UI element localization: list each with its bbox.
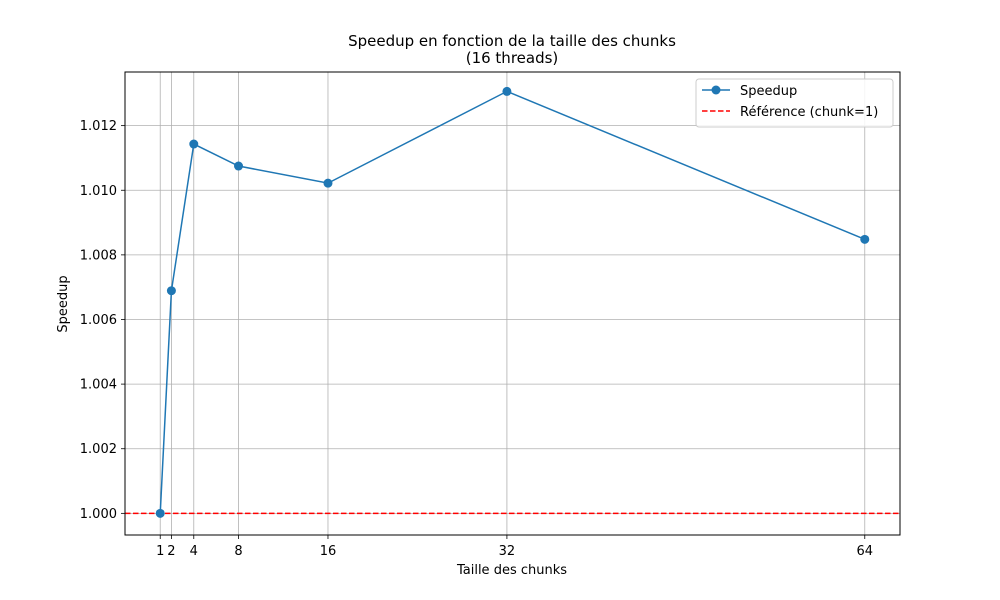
y-tick-label: 1.006 xyxy=(80,313,117,328)
y-tick-label: 1.002 xyxy=(80,442,117,457)
data-point xyxy=(860,234,870,244)
x-tick-label: 64 xyxy=(856,544,873,559)
legend-speedup-label: Speedup xyxy=(740,84,797,99)
x-tick-label: 4 xyxy=(190,544,198,559)
legend: Speedup Référence (chunk=1) xyxy=(695,78,894,128)
y-tick-label: 1.008 xyxy=(80,248,117,263)
data-point xyxy=(502,86,512,96)
legend-speedup-marker xyxy=(711,85,721,95)
data-point xyxy=(234,161,244,171)
legend-box xyxy=(695,78,894,128)
x-axis-label: Taille des chunks xyxy=(456,563,567,578)
data-point xyxy=(189,139,199,149)
tick-labels: 1 2 4 8 16 32 64 1.000 1.002 1.004 1.006 1.008 1.010… xyxy=(80,119,873,559)
chart-title-line1: Speedup en fonction de la taille des chu… xyxy=(348,32,676,50)
y-axis-label: Speedup xyxy=(56,275,71,332)
series-group xyxy=(155,86,870,518)
x-tick-label: 16 xyxy=(320,544,337,559)
x-tick-label: 1 xyxy=(156,544,164,559)
y-tick-label: 1.000 xyxy=(80,507,117,522)
legend-reference-label: Référence (chunk=1) xyxy=(740,105,878,120)
x-tick-label: 8 xyxy=(234,544,242,559)
plot-frame xyxy=(124,71,901,536)
data-point xyxy=(166,286,176,296)
x-tick-label: 2 xyxy=(167,544,175,559)
x-tick-label: 32 xyxy=(499,544,516,559)
chart-title-line2: (16 threads) xyxy=(466,49,559,67)
y-tick-label: 1.010 xyxy=(80,184,117,199)
data-point xyxy=(323,178,333,188)
data-point xyxy=(155,508,165,518)
y-tick-label: 1.004 xyxy=(80,378,117,393)
y-tick-label: 1.012 xyxy=(80,119,117,134)
